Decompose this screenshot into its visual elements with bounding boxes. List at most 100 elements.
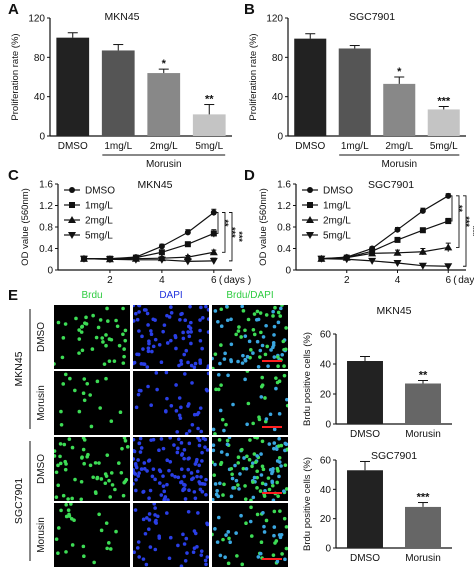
cell-nucleus bbox=[167, 556, 172, 561]
cell-nucleus bbox=[70, 445, 75, 450]
microscopy-image bbox=[133, 371, 209, 435]
cell-nucleus bbox=[236, 455, 241, 460]
cell-nucleus bbox=[242, 456, 246, 460]
cell-nucleus bbox=[259, 384, 264, 389]
cell-nucleus bbox=[245, 354, 250, 359]
cell-nucleus bbox=[212, 366, 215, 369]
significance-label: *** bbox=[437, 96, 451, 108]
cell-nucleus bbox=[88, 463, 93, 468]
significance-bracket bbox=[456, 195, 460, 248]
cell-nucleus bbox=[138, 437, 143, 441]
cell-nucleus bbox=[250, 464, 254, 469]
cell-nucleus bbox=[175, 430, 180, 434]
cell-nucleus bbox=[252, 452, 257, 456]
cell-nucleus bbox=[252, 312, 257, 316]
cell-nucleus bbox=[187, 402, 191, 406]
cell-nucleus bbox=[248, 519, 253, 524]
cell-nucleus bbox=[283, 557, 287, 562]
cell-nucleus bbox=[219, 343, 223, 347]
cell-nucleus bbox=[189, 330, 193, 334]
cell-nucleus bbox=[159, 493, 164, 497]
cell-nucleus bbox=[187, 456, 191, 460]
cell-nucleus bbox=[107, 478, 111, 483]
cell-nucleus bbox=[122, 437, 127, 440]
cell-nucleus bbox=[229, 359, 234, 364]
cell-nucleus bbox=[205, 521, 209, 526]
cell-nucleus bbox=[264, 518, 269, 523]
cell-nucleus bbox=[259, 452, 263, 456]
cell-nucleus bbox=[64, 514, 69, 519]
y-axis-label: OD value (560nm) bbox=[20, 188, 31, 266]
microscopy-image bbox=[133, 305, 209, 369]
cell-nucleus bbox=[258, 311, 263, 315]
cell-nucleus bbox=[283, 463, 288, 467]
cell-nucleus bbox=[196, 511, 200, 515]
cell-nucleus bbox=[212, 443, 216, 447]
cell-nucleus bbox=[106, 319, 110, 323]
cell-nucleus bbox=[283, 347, 288, 352]
cell-nucleus bbox=[184, 431, 189, 435]
cell-nucleus bbox=[249, 348, 253, 352]
cell-nucleus bbox=[146, 323, 150, 327]
x-tick-label: 4 bbox=[159, 275, 165, 286]
data-point bbox=[317, 255, 326, 263]
cell-nucleus bbox=[275, 480, 279, 485]
cell-nucleus bbox=[141, 347, 145, 351]
bar bbox=[101, 50, 135, 137]
cell-nucleus bbox=[172, 443, 176, 447]
cell-nucleus bbox=[213, 462, 217, 467]
cell-nucleus bbox=[193, 462, 198, 466]
cell-nucleus bbox=[277, 460, 282, 464]
series-line bbox=[83, 258, 214, 263]
bar bbox=[405, 506, 441, 548]
cell-nucleus bbox=[239, 513, 243, 518]
cell-nucleus bbox=[59, 508, 63, 513]
data-point bbox=[184, 241, 191, 248]
cell-nucleus bbox=[159, 437, 164, 441]
cell-nucleus bbox=[183, 318, 188, 323]
cell-nucleus bbox=[146, 349, 151, 354]
cell-nucleus bbox=[272, 525, 277, 529]
cell-nucleus bbox=[216, 494, 221, 499]
data-point bbox=[68, 216, 76, 223]
cell-nucleus bbox=[176, 446, 180, 451]
cell-nucleus bbox=[147, 527, 151, 531]
category-label: 2mg/L bbox=[385, 141, 413, 152]
y-tick-label: 40 bbox=[320, 360, 332, 371]
cell-nucleus bbox=[218, 553, 223, 558]
cell-nucleus bbox=[187, 441, 192, 446]
cell-nucleus bbox=[279, 464, 283, 468]
cell-nucleus bbox=[198, 361, 203, 365]
y-tick-label: 0 bbox=[39, 132, 45, 143]
cell-nucleus bbox=[141, 557, 146, 561]
cell-nucleus bbox=[58, 454, 62, 459]
cell-nucleus bbox=[177, 413, 182, 418]
cell-nucleus bbox=[182, 542, 187, 546]
data-point bbox=[419, 207, 426, 214]
row-label: Morusin bbox=[36, 385, 47, 421]
cell-nucleus bbox=[262, 494, 267, 498]
cell-nucleus bbox=[280, 305, 284, 307]
chart-b-proliferation-sgc7901: 0 40 80 120 DMSO 1mg/L * 2mg/L *** 5mg/L SGC7901 Pr… bbox=[244, 1, 466, 170]
significance-bracket bbox=[229, 212, 233, 262]
cell-nucleus bbox=[159, 360, 164, 365]
category-label: 2mg/L bbox=[150, 141, 178, 152]
cell-nucleus bbox=[114, 529, 118, 534]
cell-nucleus bbox=[93, 490, 98, 494]
cell-nucleus bbox=[133, 508, 138, 512]
cell-nucleus bbox=[145, 365, 150, 369]
cell-nucleus bbox=[92, 560, 96, 565]
significance-label: *** bbox=[417, 492, 431, 504]
cell-nucleus bbox=[183, 497, 188, 501]
chart-title: MKN45 bbox=[137, 179, 172, 191]
cell-nucleus bbox=[133, 319, 136, 323]
cell-nucleus bbox=[213, 527, 217, 531]
cell-nucleus bbox=[168, 535, 173, 540]
cell-nucleus bbox=[180, 311, 184, 316]
cell-nucleus bbox=[247, 457, 252, 462]
cell-nucleus bbox=[255, 309, 260, 314]
cell-nucleus bbox=[104, 521, 109, 525]
cell-nucleus bbox=[215, 489, 219, 493]
cell-nucleus bbox=[222, 482, 226, 487]
cell-nucleus bbox=[121, 493, 126, 498]
